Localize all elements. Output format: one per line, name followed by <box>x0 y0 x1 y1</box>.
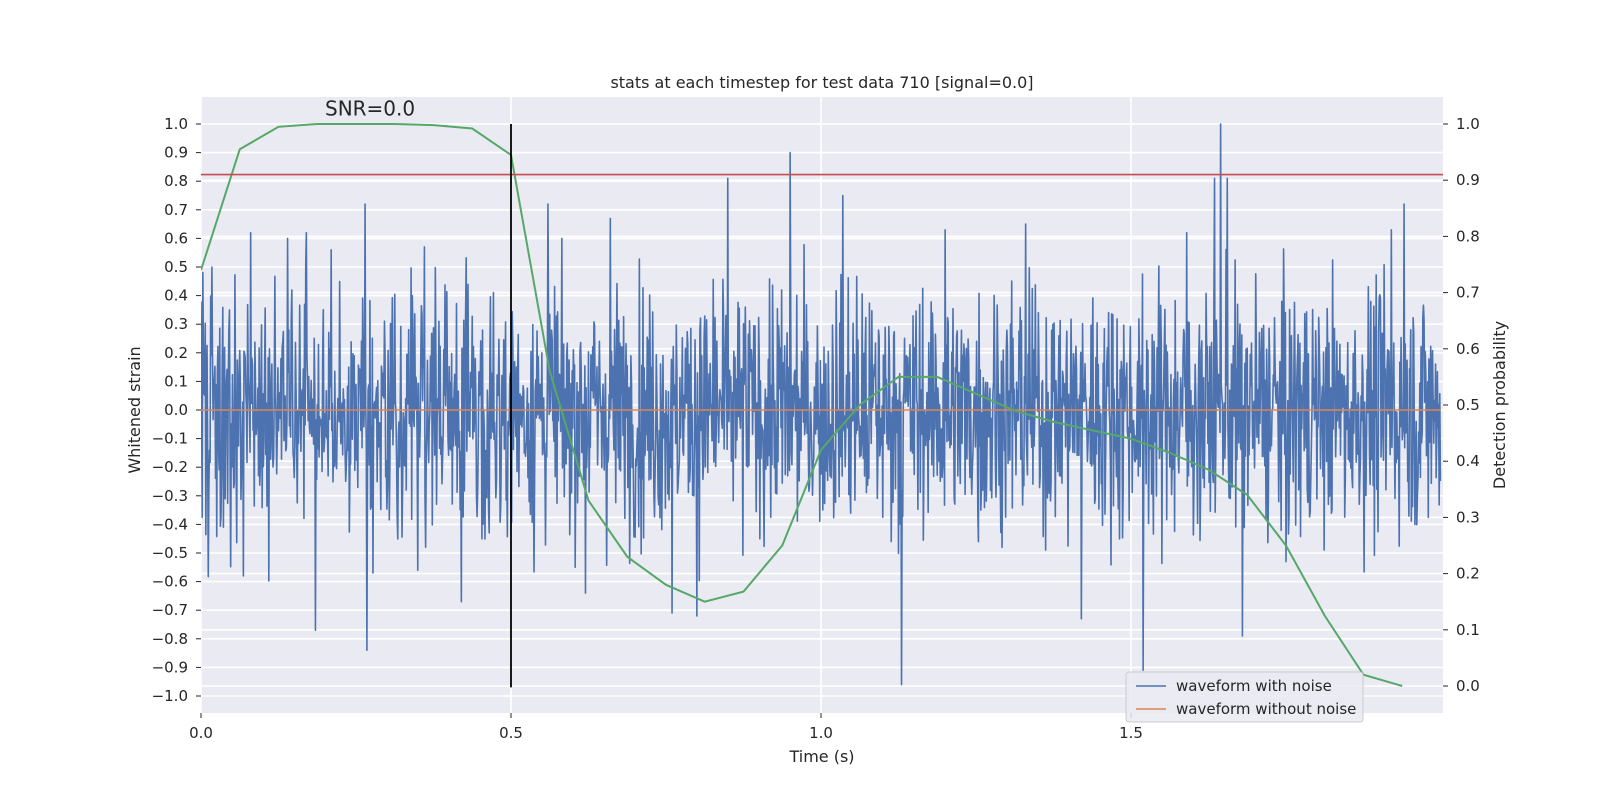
y2-tick-label: 0.9 <box>1456 171 1480 189</box>
legend: waveform with noise waveform without nois… <box>1125 671 1364 723</box>
y2-tick-label: 0.4 <box>1456 452 1480 470</box>
y-tick-label: 0.7 <box>164 201 188 219</box>
y-tick-label: 0.4 <box>164 287 188 305</box>
chart-title: stats at each timestep for test data 710… <box>610 73 1033 92</box>
y-tick-label: −0.6 <box>152 573 188 591</box>
y-tick-label: 0.6 <box>164 229 188 247</box>
snr-annotation: SNR=0.0 <box>325 96 415 120</box>
series-waveform-with-noise <box>201 123 1442 686</box>
y-tick-label: −0.1 <box>152 430 188 448</box>
y2-tick-label: 1.0 <box>1456 115 1480 133</box>
legend-label: waveform with noise <box>1176 677 1332 695</box>
y-tick-label: −0.7 <box>152 601 188 619</box>
x-tick-label: 0.5 <box>499 724 523 742</box>
y2-tick-label: 0.6 <box>1456 340 1480 358</box>
y-tick-label: 0.0 <box>164 401 188 419</box>
y-tick-label: −0.9 <box>152 658 188 676</box>
y-tick-label: 0.9 <box>164 144 188 162</box>
x-tick-label: 0.0 <box>189 724 213 742</box>
y2-tick-label: 0.7 <box>1456 284 1480 302</box>
y2-tick-label: 0.1 <box>1456 621 1480 639</box>
y-tick-label: 0.1 <box>164 372 188 390</box>
legend-box <box>1125 671 1364 723</box>
y-tick-label: −0.8 <box>152 630 188 648</box>
axes: 0.0 0.5 1.0 1.5 −1.0 −0.9 −0.8 −0.7 −0.6 −0.5 −0.4… <box>152 115 1480 742</box>
series-layer <box>201 123 1443 688</box>
y2-axis-label: Detection probability <box>1490 321 1509 489</box>
y-tick-label: −0.4 <box>152 515 188 533</box>
x-tick-label: 1.0 <box>809 724 833 742</box>
y-tick-label: −0.2 <box>152 458 188 476</box>
y-tick-label: −1.0 <box>152 687 188 705</box>
y2-tick-label: 0.3 <box>1456 508 1480 526</box>
y2-tick-label: 0.5 <box>1456 396 1480 414</box>
y-tick-label: 0.5 <box>164 258 188 276</box>
y-tick-label: 0.2 <box>164 344 188 362</box>
y-tick-label: −0.3 <box>152 487 188 505</box>
series-detection-probability <box>201 123 1403 687</box>
y2-tick-label: 0.2 <box>1456 565 1480 583</box>
y-tick-label: 1.0 <box>164 115 188 133</box>
legend-label: waveform without noise <box>1176 700 1356 718</box>
y-axis-label: Whitened strain <box>125 346 144 473</box>
y-tick-label: −0.5 <box>152 544 188 562</box>
y-tick-label: 0.8 <box>164 172 188 190</box>
y2-tick-label: 0.0 <box>1456 677 1480 695</box>
x-tick-label: 1.5 <box>1119 724 1143 742</box>
x-axis-label: Time (s) <box>788 747 854 766</box>
y2-tick-label: 0.8 <box>1456 227 1480 245</box>
y-tick-label: 0.3 <box>164 315 188 333</box>
